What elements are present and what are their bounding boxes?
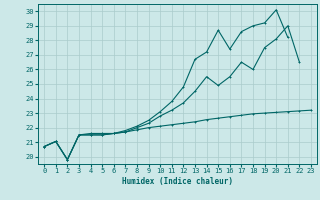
X-axis label: Humidex (Indice chaleur): Humidex (Indice chaleur) (122, 177, 233, 186)
